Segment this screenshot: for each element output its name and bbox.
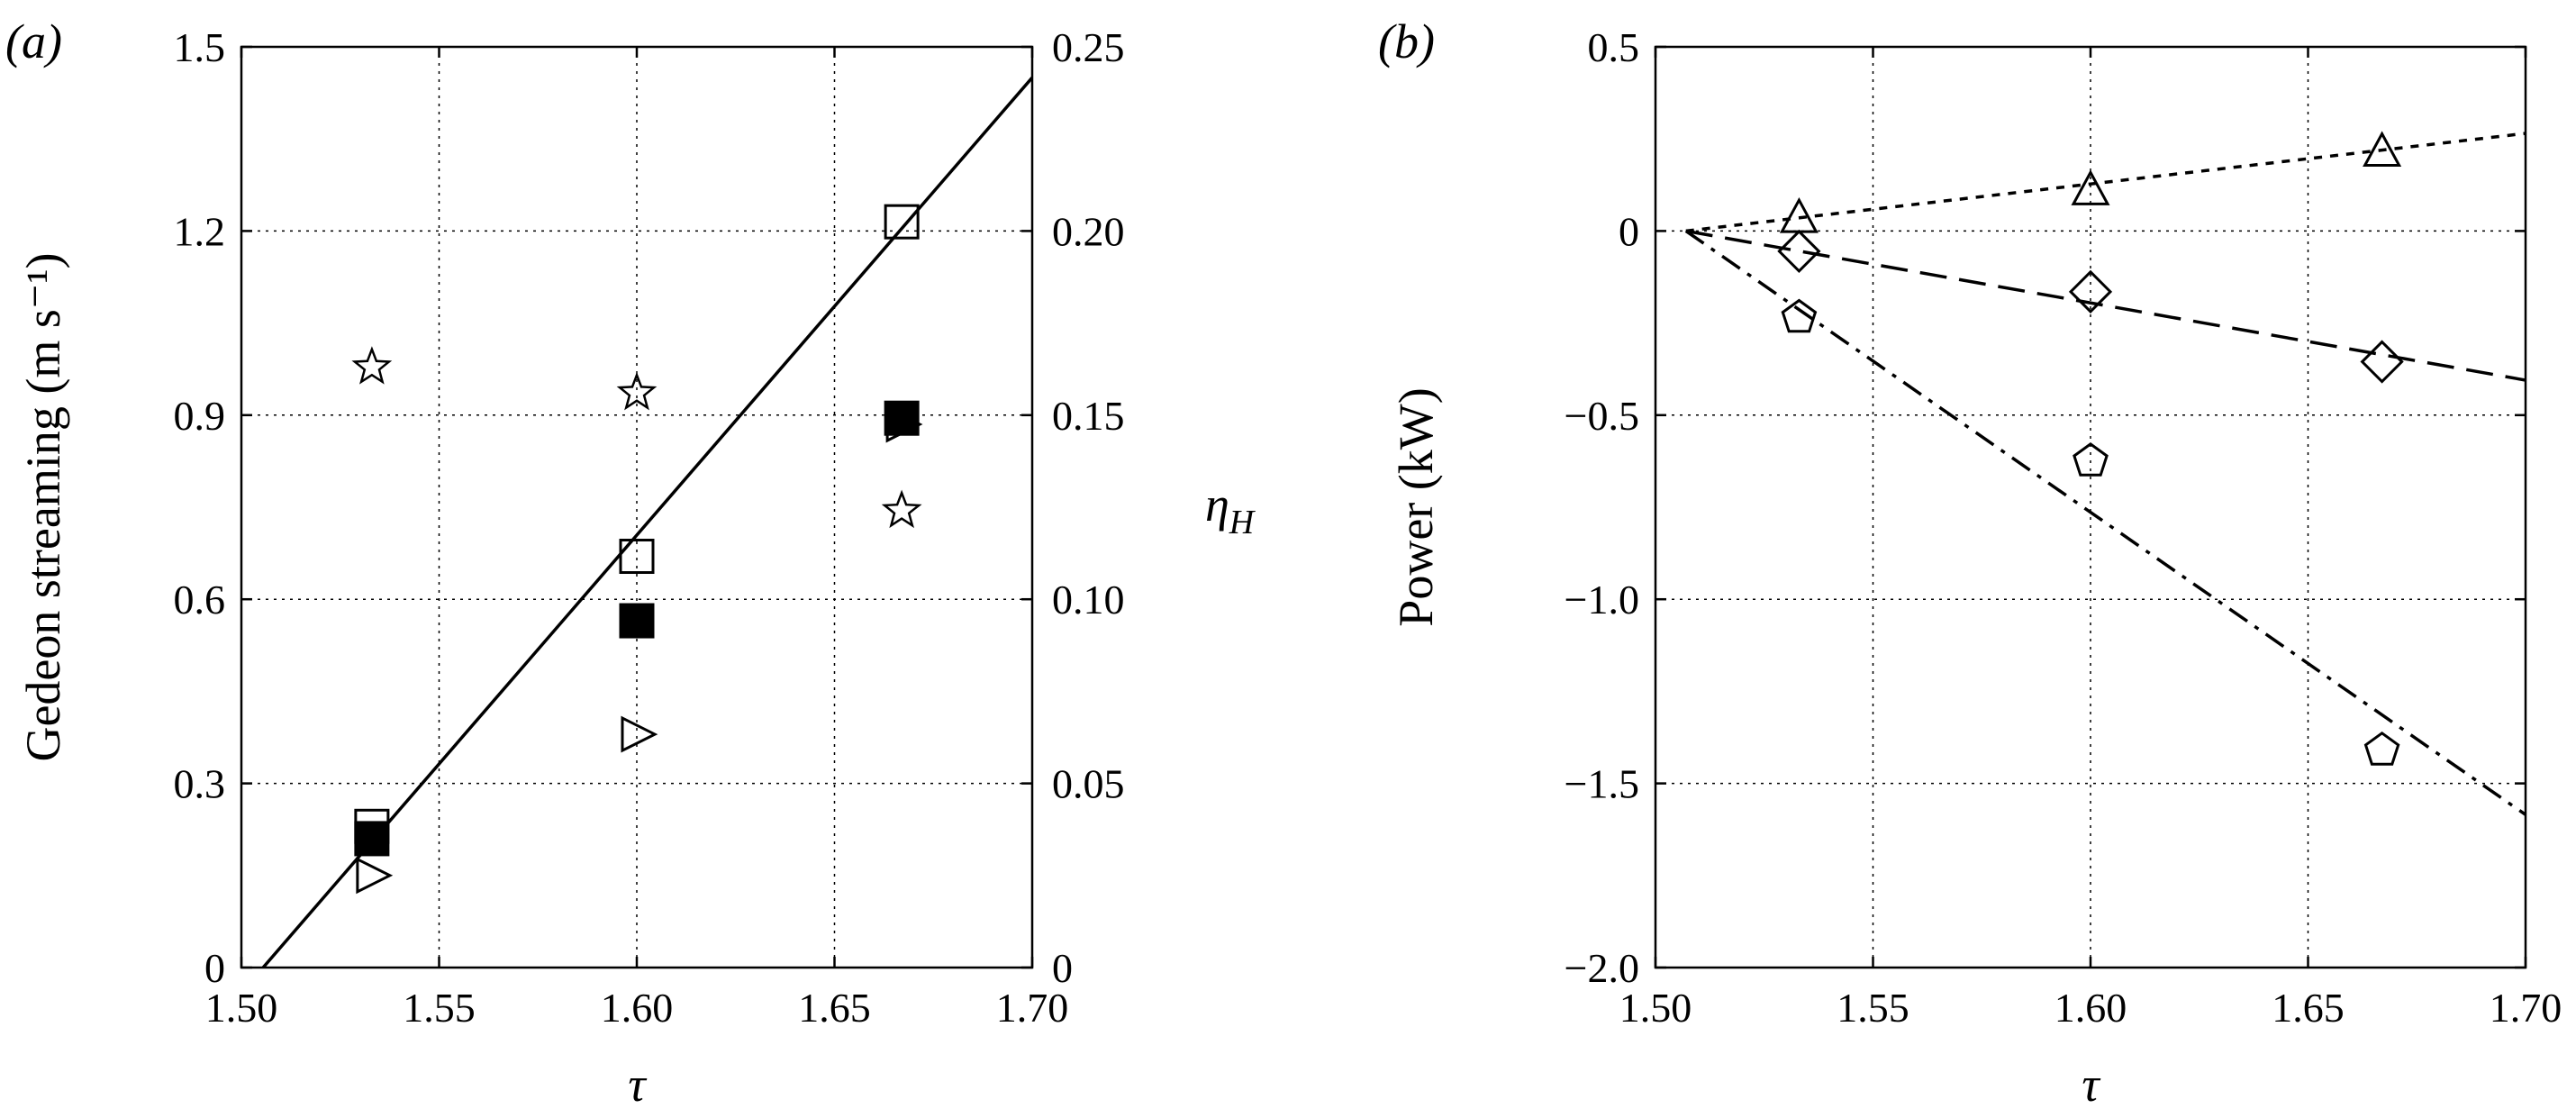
x-tick-label: 1.50	[1619, 985, 1692, 1031]
y-tick-label: −1.5	[1565, 761, 1639, 807]
y-right-tick-label: 0.10	[1052, 577, 1125, 623]
y-tick-label: 0.3	[174, 761, 226, 807]
series-line-dash-dot	[1684, 229, 2526, 816]
data-point-open-triangle-up	[2363, 131, 2402, 168]
y-right-axis-title-subscript: H	[1229, 504, 1256, 541]
x-tick-label: 1.55	[403, 985, 476, 1031]
y-axis-title: Gedeon streaming (m s⁻¹)	[16, 252, 70, 761]
data-point-open-pentagon	[2363, 731, 2400, 766]
y-tick-label: 1.2	[174, 208, 226, 254]
data-point-open-diamond	[2068, 269, 2113, 314]
data-point-open-square	[884, 204, 920, 240]
y-tick-label: 0.5	[1588, 24, 1640, 70]
data-point-filled-square	[354, 821, 390, 857]
x-axis-title: τ	[2082, 1058, 2100, 1112]
data-point-open-pentagon	[1781, 298, 1818, 333]
y-tick-label: 0	[204, 945, 225, 991]
x-tick-label: 1.70	[996, 985, 1069, 1031]
data-point-open-triangle-up	[2071, 169, 2110, 205]
y-tick-label: 0.9	[174, 393, 226, 439]
panel-b: 1.50 1.55 1.60 1.65 1.70 −2.0 −1.5 −1.0 −0.5 0 0.5…	[1378, 14, 2562, 1112]
x-axis-title: τ	[628, 1058, 647, 1112]
plot-data	[1684, 131, 2526, 816]
data-point-filled-square	[619, 603, 655, 639]
y-tick-label: −1.0	[1565, 577, 1639, 623]
data-point-open-star	[881, 489, 922, 529]
x-tick-label: 1.65	[2272, 985, 2345, 1031]
data-point-open-square	[619, 539, 655, 575]
data-point-open-star	[351, 346, 393, 385]
data-point-open-diamond	[1777, 229, 1821, 274]
panel-label: (b)	[1378, 14, 1435, 68]
y-tick-label: −2.0	[1565, 945, 1639, 991]
y-tick-label: 0	[1619, 208, 1639, 254]
series-line-solid	[261, 76, 1032, 968]
y-tick-label: −0.5	[1565, 393, 1639, 439]
data-point-open-triangle-right	[885, 405, 923, 443]
panel-label: (a)	[5, 14, 62, 68]
y-right-tick-label: 0.05	[1052, 761, 1125, 807]
x-tick-label: 1.55	[1837, 985, 1909, 1031]
series-line-dotted	[1685, 132, 2526, 233]
plot-data	[261, 76, 1032, 968]
y-axis-title: Power (kW)	[1389, 387, 1443, 626]
y-right-tick-label: 0.25	[1052, 24, 1125, 70]
data-point-filled-square	[884, 400, 920, 436]
x-tick-label: 1.60	[2054, 985, 2127, 1031]
y-right-tick-label: 0	[1052, 945, 1073, 991]
x-tick-label: 1.60	[601, 985, 674, 1031]
data-point-open-pentagon	[2073, 442, 2109, 477]
y-tick-label: 0.6	[174, 577, 226, 623]
y-right-axis-title: ηH	[1205, 477, 1256, 541]
data-point-open-triangle-right	[621, 715, 658, 753]
panel-a: 1.50 1.55 1.60 1.65 1.7000.30.60.91.21.500.0…	[5, 14, 1256, 1112]
y-right-tick-label: 0.15	[1052, 393, 1125, 439]
data-point-open-diamond	[2360, 340, 2404, 384]
series-line-dashed	[1685, 229, 2526, 382]
x-tick-label: 1.50	[205, 985, 278, 1031]
data-point-open-triangle-up	[1779, 196, 1819, 233]
y-tick-label: 1.5	[174, 24, 226, 70]
x-tick-label: 1.70	[2490, 985, 2562, 1031]
x-tick-label: 1.65	[798, 985, 871, 1031]
y-right-tick-label: 0.20	[1052, 208, 1125, 254]
data-point-open-star	[616, 371, 658, 411]
data-point-open-triangle-right	[356, 857, 394, 895]
